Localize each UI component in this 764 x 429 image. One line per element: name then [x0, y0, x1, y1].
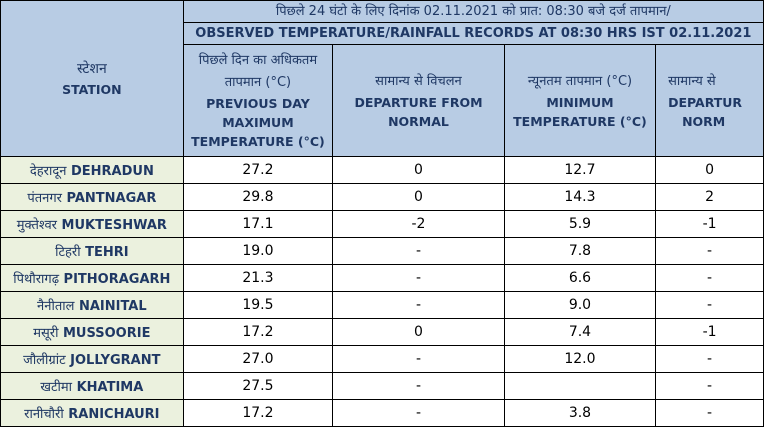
departure-min-cell: -: [655, 399, 764, 427]
departure-min-cell: -1: [655, 210, 764, 238]
max-header-hindi-line2: तापमान (°C): [224, 75, 292, 90]
max-temp-cell: 17.2: [182, 399, 334, 427]
departure-min-cell: -: [655, 372, 764, 400]
dep2-header-english-line2: NORM: [682, 113, 726, 129]
departure-max-cell: -2: [332, 210, 505, 238]
max-header-hindi-line1: पिछले दिन का अधिकतम: [198, 53, 318, 68]
station-column-header: स्टेशन STATION: [0, 0, 184, 157]
departure-min-cell: 2: [655, 183, 764, 211]
departure-max-cell: -: [332, 291, 505, 319]
max-temp-cell: 21.3: [182, 264, 334, 292]
departure-min-cell: -: [655, 345, 764, 373]
min-temp-cell: 7.4: [503, 318, 657, 346]
departure-min-cell: 0: [655, 156, 764, 184]
table-row: पंतनगर PANTNAGAR 29.8 0 14.3 2: [0, 183, 764, 211]
dep1-header-hindi: सामान्य से विचलन: [375, 73, 462, 89]
min-temp-cell: 12.0: [503, 345, 657, 373]
min-temp-cell: 9.0: [503, 291, 657, 319]
dep1-header-english-line2: NORMAL: [388, 113, 449, 129]
min-temp-cell: 7.8: [503, 237, 657, 265]
max-temp-cell: 17.1: [182, 210, 334, 238]
table-row: मुक्तेश्वर MUKTESHWAR 17.1 -2 5.9 -1: [0, 210, 764, 238]
table-row: जौलीग्रांट JOLLYGRANT 27.0 - 12.0 -: [0, 345, 764, 373]
station-cell: देहरादून DEHRADUN: [0, 156, 184, 184]
min-temp-cell: 14.3: [503, 183, 657, 211]
max-temp-cell: 29.8: [182, 183, 334, 211]
departure-max-cell: -: [332, 237, 505, 265]
table-row: पिथौरागढ़ PITHORAGARH 21.3 - 6.6 -: [0, 264, 764, 292]
departure-max-cell: -: [332, 264, 505, 292]
max-temp-cell: 19.0: [182, 237, 334, 265]
departure-max-cell: -: [332, 399, 505, 427]
table-row: मसूरी MUSSOORIE 17.2 0 7.4 -1: [0, 318, 764, 346]
max-temp-cell: 19.5: [182, 291, 334, 319]
departure-max-cell: -: [332, 372, 505, 400]
station-cell: मसूरी MUSSOORIE: [0, 318, 184, 346]
max-header-english-line2: MAXIMUM: [222, 115, 294, 130]
station-header-hindi: स्टेशन: [76, 61, 107, 77]
max-temp-column-header: पिछले दिन का अधिकतम तापमान (°C) PREVIOUS…: [182, 44, 334, 157]
station-cell: मुक्तेश्वर MUKTESHWAR: [0, 210, 184, 238]
departure-min-cell: -: [655, 264, 764, 292]
station-cell: नैनीताल NAINITAL: [0, 291, 184, 319]
station-cell: पंतनगर PANTNAGAR: [0, 183, 184, 211]
banner-english: OBSERVED TEMPERATURE/RAINFALL RECORDS AT…: [182, 22, 764, 45]
dep1-header-english-line1: DEPARTURE FROM: [354, 94, 483, 110]
table-row: नैनीताल NAINITAL 19.5 - 9.0 -: [0, 291, 764, 319]
min-temp-cell: [503, 372, 657, 400]
max-temp-cell: 27.0: [182, 345, 334, 373]
banner-hindi: पिछले 24 घंटो के लिए दिनांक 02.11.2021 क…: [182, 0, 764, 23]
departure-max-cell: 0: [332, 318, 505, 346]
table-row: रानीचौरी RANICHAURI 17.2 - 3.8 -: [0, 399, 764, 427]
table-row: खटीमा KHATIMA 27.5 - -: [0, 372, 764, 400]
station-cell: खटीमा KHATIMA: [0, 372, 184, 400]
station-header-english: STATION: [62, 82, 122, 97]
departure-min-column-header: सामान्य से DEPARTUR NORM: [655, 44, 764, 157]
min-temp-cell: 12.7: [503, 156, 657, 184]
min-temp-cell: 6.6: [503, 264, 657, 292]
departure-max-column-header: सामान्य से विचलन DEPARTURE FROM NORMAL: [332, 44, 505, 157]
max-temp-cell: 17.2: [182, 318, 334, 346]
max-temp-cell: 27.2: [182, 156, 334, 184]
min-temp-cell: 5.9: [503, 210, 657, 238]
station-cell: पिथौरागढ़ PITHORAGARH: [0, 264, 184, 292]
min-temp-column-header: न्यूनतम तापमान (°C) MINIMUM TEMPERATURE …: [503, 44, 657, 157]
max-temp-cell: 27.5: [182, 372, 334, 400]
departure-min-cell: -1: [655, 318, 764, 346]
min-header-english-line2: TEMPERATURE (°C): [513, 113, 647, 129]
departure-min-cell: -: [655, 237, 764, 265]
dep2-header-hindi: सामान्य से: [668, 73, 716, 89]
departure-max-cell: 0: [332, 156, 505, 184]
station-cell: रानीचौरी RANICHAURI: [0, 399, 184, 427]
min-header-hindi: न्यूनतम तापमान (°C): [527, 73, 633, 89]
station-cell: टिहरी TEHRI: [0, 237, 184, 265]
station-cell: जौलीग्रांट JOLLYGRANT: [0, 345, 184, 373]
max-header-english-line3: TEMPERATURE (°C): [191, 134, 325, 149]
departure-max-cell: -: [332, 345, 505, 373]
departure-max-cell: 0: [332, 183, 505, 211]
max-header-english-line1: PREVIOUS DAY: [206, 96, 310, 111]
dep2-header-english-line1: DEPARTUR: [668, 94, 743, 110]
table-row: टिहरी TEHRI 19.0 - 7.8 -: [0, 237, 764, 265]
min-header-english-line1: MINIMUM: [546, 94, 614, 110]
min-temp-cell: 3.8: [503, 399, 657, 427]
table-row: देहरादून DEHRADUN 27.2 0 12.7 0: [0, 156, 764, 184]
departure-min-cell: -: [655, 291, 764, 319]
